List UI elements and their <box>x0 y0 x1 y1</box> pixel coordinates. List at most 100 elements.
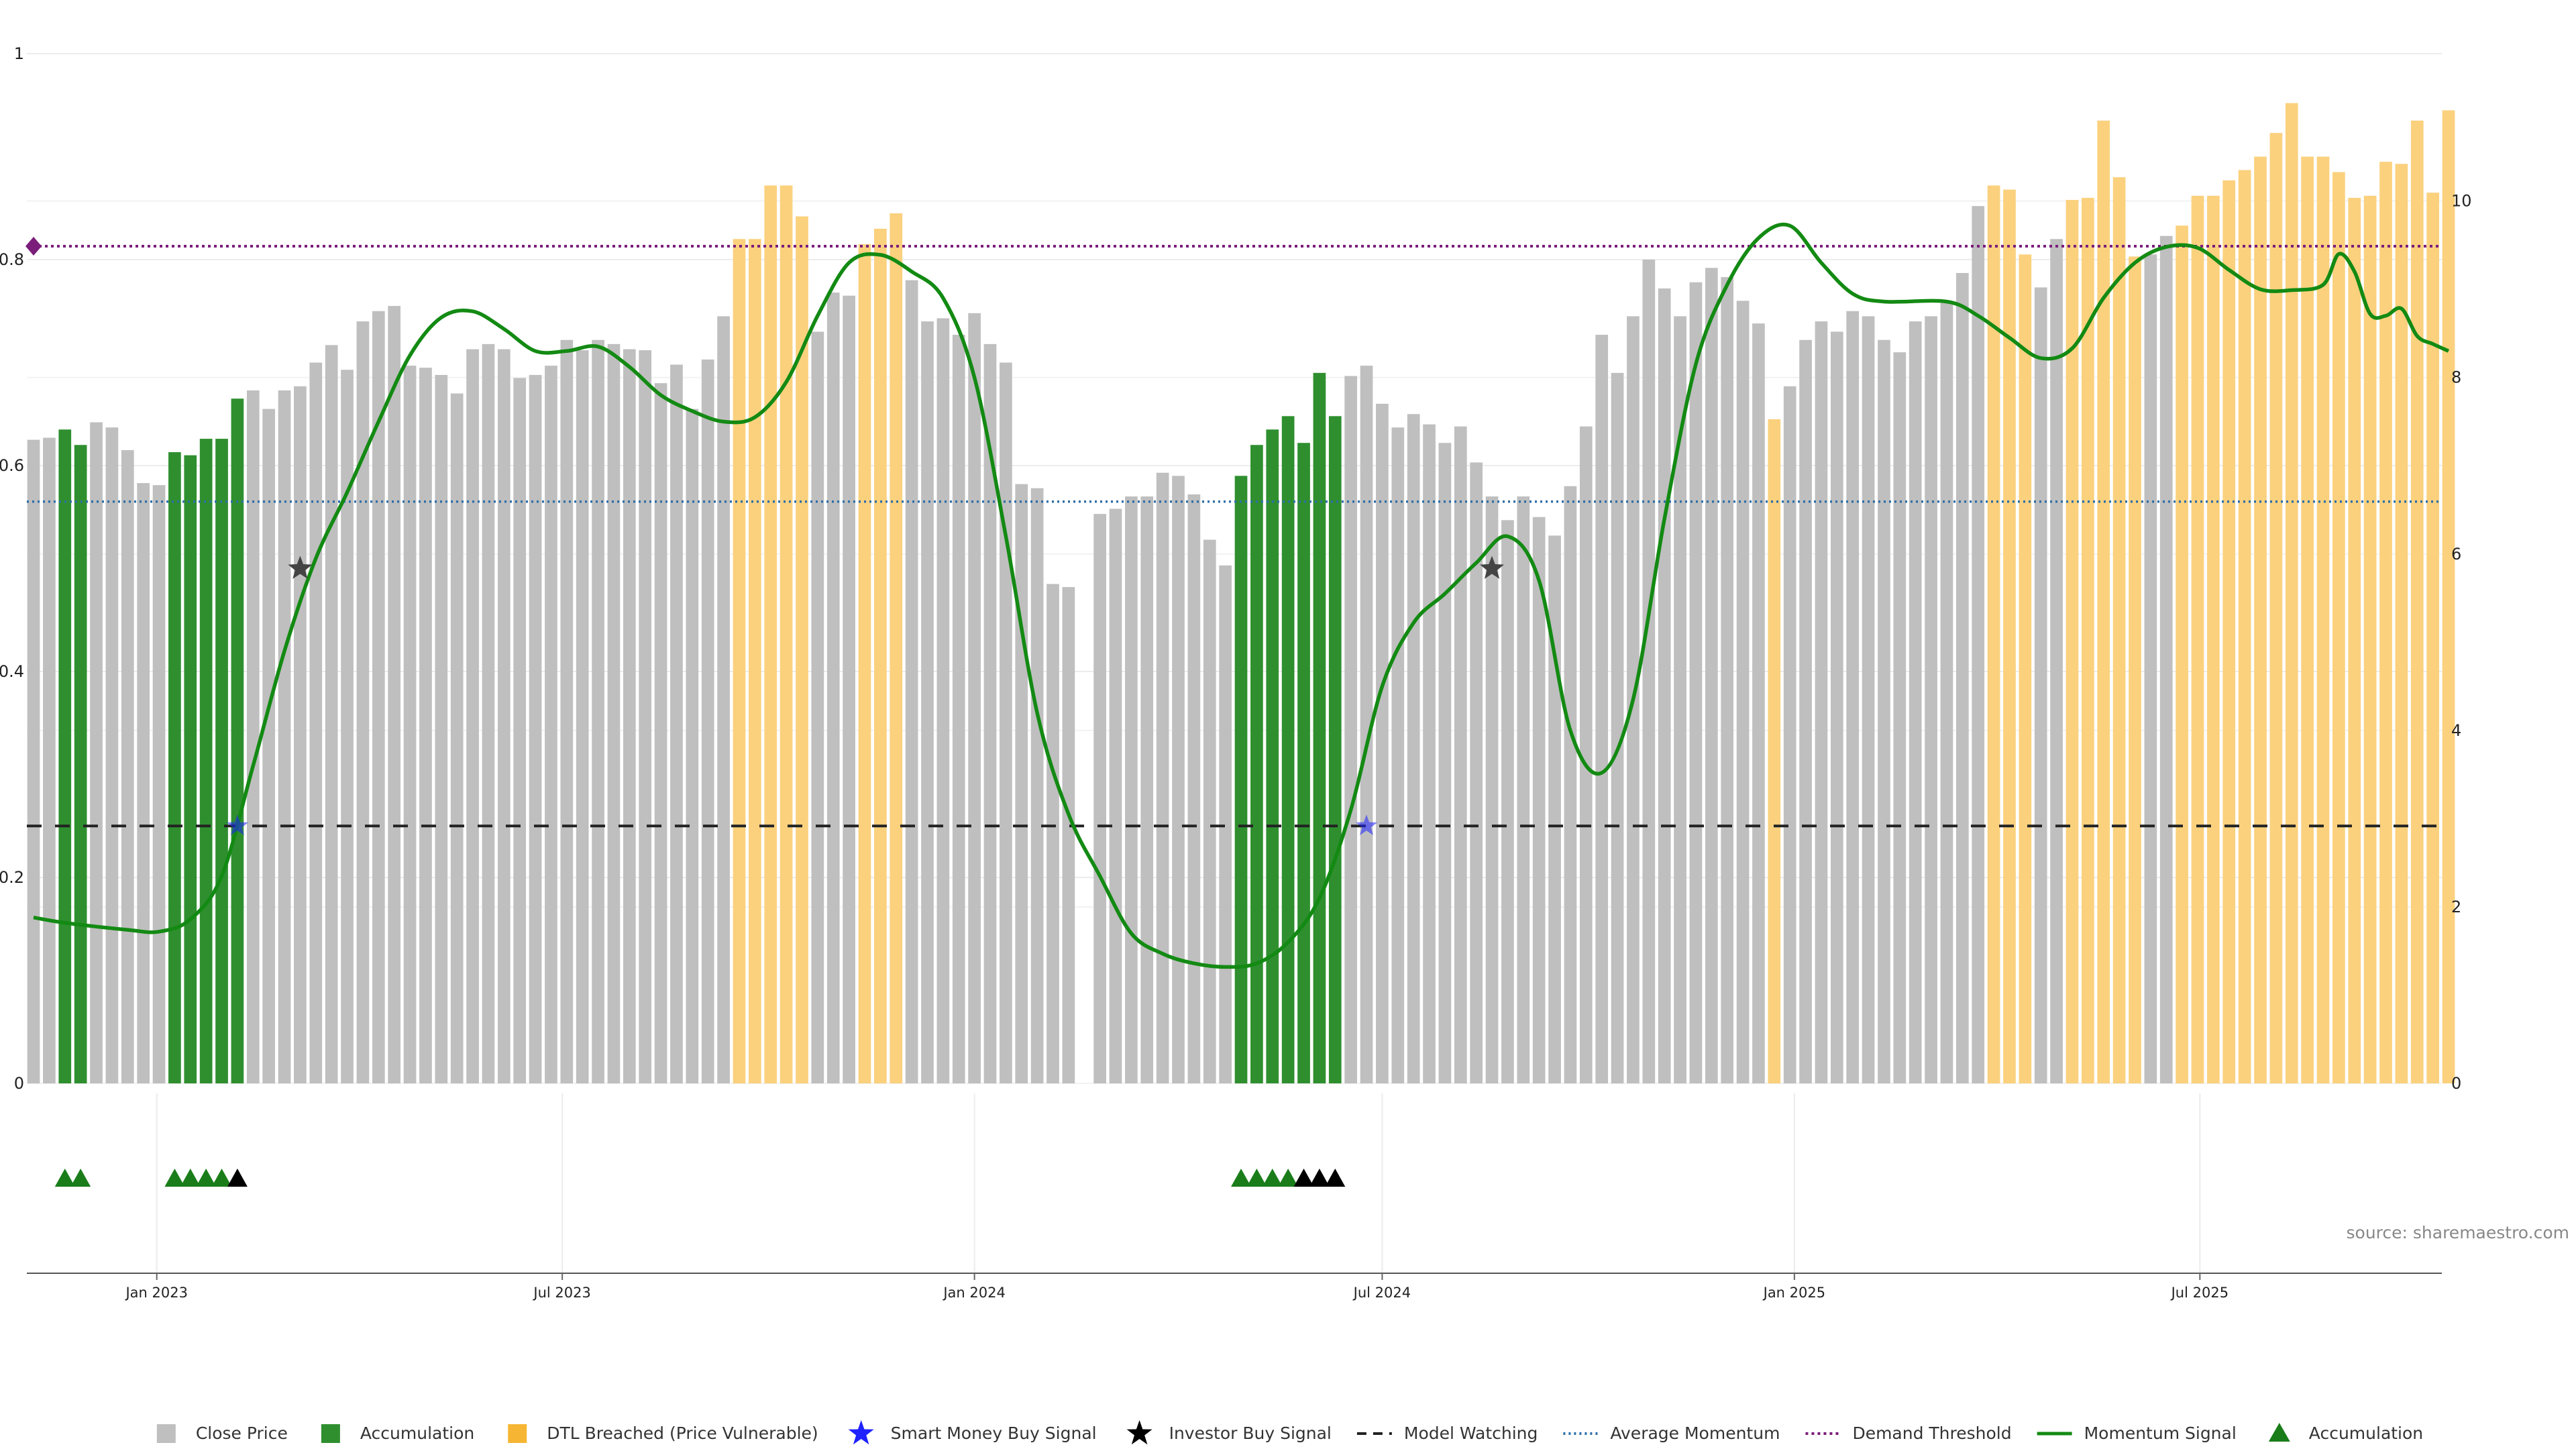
dtl-breached-bar <box>780 185 793 1084</box>
accumulation-bar <box>215 439 228 1083</box>
accumulation-bar <box>199 439 213 1083</box>
close-price-bar <box>1579 426 1593 1083</box>
legend-swatch-accumulation-marker <box>2268 1423 2290 1442</box>
accumulation-marker <box>54 1169 75 1187</box>
smart-money-signal <box>1355 814 1378 835</box>
dtl-breached-bar <box>2082 197 2094 1083</box>
close-price-bar <box>826 292 840 1083</box>
close-price-bar <box>811 331 824 1084</box>
close-price-bar <box>686 409 699 1083</box>
close-price-bar <box>1485 496 1499 1083</box>
accumulation-bar <box>1234 476 1248 1083</box>
accumulation-bar <box>231 398 244 1083</box>
close-price-bar <box>1815 321 1828 1084</box>
close-price-bar <box>1595 335 1609 1084</box>
close-price-bar <box>1878 339 1890 1084</box>
close-price-bar <box>121 449 134 1083</box>
close-price-bar <box>1407 414 1420 1083</box>
close-price-bar <box>388 306 401 1084</box>
dtl-breached-bar <box>2426 193 2439 1084</box>
close-price-bar <box>1438 443 1452 1083</box>
close-price-bar <box>497 349 511 1084</box>
close-price-bar <box>2159 235 2173 1083</box>
close-price-bar <box>246 390 260 1083</box>
close-price-bar <box>843 295 855 1084</box>
dtl-breached-bar <box>2301 156 2314 1083</box>
close-price-bar <box>325 345 338 1083</box>
close-price-bar <box>529 374 542 1084</box>
close-price-bar <box>560 339 574 1084</box>
dtl-breached-bar <box>764 185 777 1084</box>
close-price-bar <box>1172 476 1185 1083</box>
smart-money-signal <box>226 814 249 835</box>
signal-markers <box>25 237 1505 835</box>
close-price-bar <box>1721 277 1734 1084</box>
x-tick-label: Jan 2025 <box>1762 1285 1826 1301</box>
dtl-breached-bar <box>890 213 903 1083</box>
dtl-breached-bar <box>2316 156 2330 1083</box>
dtl-breached-bar <box>874 228 887 1084</box>
accumulation-bar <box>1266 429 1279 1083</box>
close-price-bar <box>983 343 997 1083</box>
close-price-bar <box>1517 496 1530 1083</box>
close-price-bar <box>1219 565 1232 1083</box>
dtl-breached-bar <box>2332 172 2345 1083</box>
accumulation-marker-black <box>227 1169 248 1187</box>
close-price-bar <box>1203 539 1216 1083</box>
close-price-bar <box>1909 321 1922 1084</box>
accumulation-bar <box>1297 443 1310 1083</box>
dtl-breached-bar <box>2410 120 2424 1083</box>
lower-gridlines <box>156 1093 2201 1273</box>
dtl-breached-bar <box>2379 162 2392 1083</box>
close-price-bar <box>1925 316 1937 1083</box>
close-price-bar <box>356 321 370 1084</box>
left-tick-label: 0 <box>14 1074 24 1093</box>
accumulation-marker <box>211 1169 232 1187</box>
legend: Close Price Accumulation DTL Breached (Pri… <box>156 1420 2423 1445</box>
close-price-bar <box>1972 206 1985 1084</box>
right-tick-label: 8 <box>2451 368 2461 387</box>
close-price-bar <box>576 350 589 1083</box>
close-price-bar <box>1140 496 1154 1083</box>
accumulation-marker <box>1262 1169 1283 1187</box>
close-price-bar <box>670 364 683 1083</box>
reference-lines <box>27 245 2442 828</box>
close-price-bar <box>607 343 621 1083</box>
close-price-bar <box>372 311 385 1083</box>
accumulation-marker <box>1231 1169 1252 1187</box>
close-price-bar <box>466 349 479 1084</box>
dtl-breached-bar <box>2238 170 2251 1084</box>
accumulation-bar <box>74 445 87 1083</box>
accumulation-bar <box>1328 416 1342 1083</box>
close-price-bar <box>450 393 464 1083</box>
close-price-bar <box>1391 427 1405 1083</box>
close-price-bar <box>1125 496 1138 1083</box>
close-price-bar <box>1564 486 1577 1083</box>
dtl-breached-bar <box>2395 164 2408 1083</box>
dtl-breached-bar <box>2442 110 2455 1083</box>
close-price-bar <box>1955 272 1969 1084</box>
dtl-breached-bar <box>2269 133 2283 1083</box>
close-price-bar <box>1642 260 1656 1083</box>
close-price-bar <box>262 409 276 1083</box>
dtl-breached-bar <box>1987 185 2000 1084</box>
close-price-bar <box>1658 288 1671 1084</box>
close-price-bar <box>1705 268 1718 1083</box>
close-price-bar <box>90 422 103 1083</box>
close-price-bar <box>1156 472 1169 1083</box>
close-price-bar <box>43 437 56 1083</box>
close-price-bar <box>1799 339 1812 1084</box>
momentum-signal <box>33 222 2450 969</box>
close-price-bar <box>701 359 714 1083</box>
close-price-bar <box>717 316 730 1083</box>
close-price-bar <box>2144 254 2157 1084</box>
demand-threshold-marker <box>25 237 42 256</box>
dtl-breached-bar <box>796 216 808 1083</box>
legend-label: Smart Money Buy Signal <box>891 1424 1097 1443</box>
accumulation-marker <box>164 1169 185 1187</box>
close-price-bar <box>152 485 166 1083</box>
legend-label: Accumulation <box>360 1424 474 1443</box>
close-price-bar <box>1783 386 1796 1084</box>
accumulation-bar <box>1281 416 1295 1083</box>
